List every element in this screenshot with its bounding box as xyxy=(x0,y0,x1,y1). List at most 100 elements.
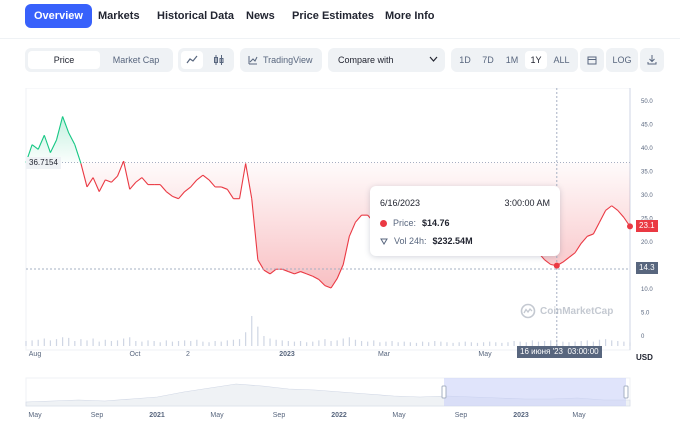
price-line-segment xyxy=(31,144,39,150)
volume-bar xyxy=(68,337,70,346)
navigator-tick-label: May xyxy=(392,412,406,419)
volume-bar xyxy=(184,340,186,346)
price-line-segment xyxy=(592,221,600,235)
price-line-segment xyxy=(617,210,625,218)
price-line-segment xyxy=(587,233,594,237)
tab-more-info[interactable]: More Info xyxy=(385,10,435,22)
volume-bar xyxy=(287,341,289,346)
volume-bar xyxy=(177,341,180,346)
y-tick-label: 40.0 xyxy=(641,146,653,152)
navigator-handle-right[interactable] xyxy=(623,385,629,399)
chart-toolbar: Price Market Cap TradingView Compare wit… xyxy=(0,48,680,76)
range-1m-button[interactable]: 1M xyxy=(505,55,519,65)
volume-bar xyxy=(214,341,216,346)
volume-bar xyxy=(476,342,479,346)
range-1d-button[interactable]: 1D xyxy=(459,55,471,65)
price-line-segment xyxy=(226,189,234,199)
price-line-segment xyxy=(300,271,307,275)
x-tick-label: Oct xyxy=(130,351,141,358)
volume-bar xyxy=(86,340,88,346)
price-line-segment xyxy=(282,268,289,273)
volume-bar xyxy=(220,341,222,346)
chevron-down-icon xyxy=(429,56,438,62)
tab-news[interactable]: News xyxy=(246,10,275,22)
volume-bar xyxy=(62,337,64,346)
volume-bar xyxy=(226,340,228,346)
volume-bar xyxy=(574,341,576,346)
tab-overview[interactable]: Overview xyxy=(25,4,92,28)
price-line-segment xyxy=(190,179,198,188)
compare-with-select[interactable]: Compare with xyxy=(328,48,445,72)
volume-bar xyxy=(116,340,119,346)
volume-bar xyxy=(495,342,497,346)
tab-historical-data[interactable]: Historical Data xyxy=(157,10,235,22)
volume-bar xyxy=(543,341,546,346)
volume-bar xyxy=(25,341,27,346)
y-tick-label: 30.0 xyxy=(641,193,653,199)
volume-bar xyxy=(501,342,503,346)
volume-bar xyxy=(92,338,94,346)
price-chart[interactable]: 50.045.040.035.030.025.020.015.010.05.00… xyxy=(0,87,680,428)
volume-bar xyxy=(580,341,582,346)
marketcap-toggle-button[interactable]: Market Cap xyxy=(112,55,160,65)
calendar-button[interactable] xyxy=(580,48,604,72)
volume-bar xyxy=(312,341,314,346)
tab-markets[interactable]: Markets xyxy=(98,10,140,22)
price-line-segment xyxy=(49,139,58,153)
volume-bar xyxy=(55,339,58,346)
watermark-text: CoinMarketCap xyxy=(540,305,614,317)
price-toggle-button[interactable]: Price xyxy=(28,51,100,69)
volume-bar xyxy=(403,341,405,346)
price-line-segment xyxy=(86,177,94,188)
log-label: LOG xyxy=(612,55,632,65)
tab-price-estimates[interactable]: Price Estimates xyxy=(292,10,374,22)
volume-bar xyxy=(37,339,39,346)
line-chart-icon[interactable] xyxy=(181,51,203,69)
log-button[interactable]: LOG xyxy=(606,48,638,72)
volume-bar xyxy=(348,337,350,346)
navigator-tick-label: Sep xyxy=(455,412,468,419)
calendar-icon xyxy=(587,56,597,65)
volume-bar xyxy=(159,342,161,346)
volume-bar xyxy=(385,341,387,346)
volume-bar xyxy=(98,341,100,346)
price-line-segment xyxy=(80,163,88,188)
volume-bar xyxy=(232,339,235,346)
range-all-button[interactable]: ALL xyxy=(553,55,570,65)
navigator-selection[interactable] xyxy=(444,378,626,406)
volume-bar xyxy=(251,316,253,346)
volume-bar xyxy=(446,342,448,346)
volume-bar xyxy=(428,342,430,346)
candlestick-icon[interactable] xyxy=(208,51,230,69)
x-tick-label: 2 xyxy=(186,351,190,358)
navigator-handle-left[interactable] xyxy=(441,385,447,399)
volume-bar xyxy=(324,339,326,346)
x-tick-label: 2023 xyxy=(279,351,295,358)
volume-bar xyxy=(238,339,241,346)
volume-bar xyxy=(617,341,619,346)
volume-bar xyxy=(409,342,411,346)
range-1y-button[interactable]: 1Y xyxy=(525,51,547,69)
volume-bar xyxy=(306,342,308,346)
volume-bar xyxy=(434,341,436,346)
price-line-segment xyxy=(68,132,76,145)
volume-bar xyxy=(330,341,332,346)
range-7d-button[interactable]: 7D xyxy=(482,55,494,65)
download-button[interactable] xyxy=(640,48,664,72)
crosshair-date-badge: 16 июня '23 03:00:00 xyxy=(517,346,602,358)
volume-bar xyxy=(550,340,552,346)
section-tabs: Overview Markets Historical Data News Pr… xyxy=(0,0,680,36)
navigator-tick-label: May xyxy=(572,412,586,419)
volume-bar xyxy=(458,342,460,346)
tradingview-label: TradingView xyxy=(263,55,313,65)
tradingview-button[interactable]: TradingView xyxy=(240,48,322,72)
x-tick-label: Aug xyxy=(29,351,42,358)
volume-bar xyxy=(147,340,149,346)
price-line-segment xyxy=(251,198,259,260)
price-line-segment xyxy=(184,186,192,193)
volume-bar xyxy=(202,341,204,346)
crosshair-time: 03:00:00 xyxy=(567,347,599,356)
volume-bar xyxy=(196,339,198,346)
y-tick-label: 10.0 xyxy=(641,287,653,293)
navigator-tick-label: Sep xyxy=(273,412,286,419)
